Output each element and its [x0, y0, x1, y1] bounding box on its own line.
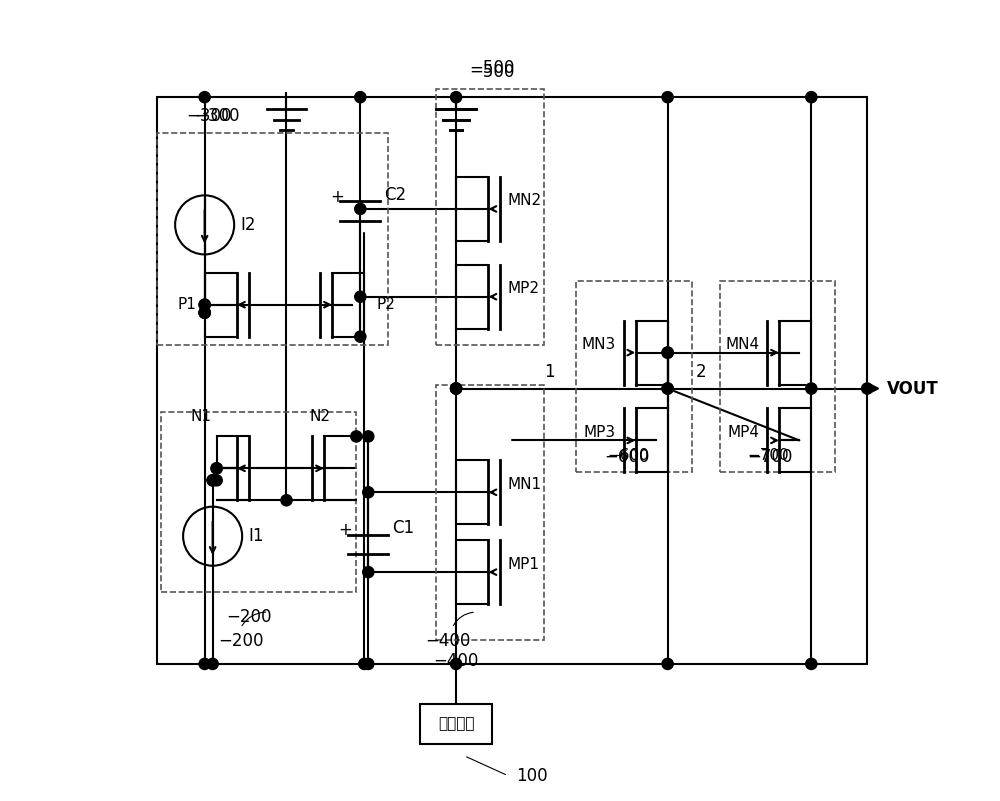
Text: −400: −400 [433, 652, 479, 670]
Text: −700: −700 [747, 449, 789, 464]
Text: I2: I2 [241, 216, 256, 234]
Circle shape [662, 658, 673, 670]
Circle shape [662, 347, 673, 358]
Circle shape [355, 203, 366, 215]
Text: 直流电源: 直流电源 [438, 716, 474, 731]
Text: −500: −500 [469, 59, 515, 77]
Text: C1: C1 [392, 519, 414, 537]
Text: 1: 1 [544, 363, 555, 380]
Text: N2: N2 [310, 409, 331, 425]
Text: C2: C2 [384, 186, 406, 204]
Circle shape [351, 431, 362, 442]
Text: VOUT: VOUT [887, 380, 939, 397]
Circle shape [211, 475, 222, 486]
Circle shape [662, 347, 673, 358]
Circle shape [355, 91, 366, 103]
Circle shape [207, 475, 218, 486]
Circle shape [281, 495, 292, 506]
Text: −700: −700 [747, 449, 793, 466]
Circle shape [806, 383, 817, 394]
Circle shape [363, 566, 374, 578]
Circle shape [363, 431, 374, 442]
Circle shape [199, 307, 210, 318]
Circle shape [451, 658, 462, 670]
Text: P1: P1 [178, 297, 197, 312]
Text: MN2: MN2 [508, 194, 542, 208]
Circle shape [211, 463, 222, 474]
Circle shape [211, 463, 222, 474]
Circle shape [862, 383, 873, 394]
Circle shape [207, 475, 218, 486]
Text: +: + [338, 521, 352, 539]
Circle shape [199, 658, 210, 670]
Text: N1: N1 [190, 409, 211, 425]
Circle shape [207, 658, 218, 670]
Text: −200: −200 [218, 632, 263, 650]
Circle shape [662, 383, 673, 394]
Circle shape [806, 658, 817, 670]
Circle shape [451, 91, 462, 103]
Text: −500: −500 [469, 63, 515, 81]
Text: 2: 2 [696, 363, 706, 380]
FancyBboxPatch shape [420, 704, 492, 744]
Text: MN3: MN3 [581, 337, 616, 352]
Circle shape [199, 299, 210, 310]
Circle shape [355, 291, 366, 302]
Text: −300: −300 [194, 107, 239, 125]
Circle shape [363, 658, 374, 670]
Circle shape [199, 307, 210, 318]
Text: 100: 100 [516, 767, 548, 785]
Circle shape [451, 383, 462, 394]
Text: I1: I1 [249, 527, 264, 545]
Text: +: + [330, 187, 344, 206]
Text: −200: −200 [226, 608, 271, 626]
Circle shape [662, 383, 673, 394]
Text: −600: −600 [608, 449, 650, 464]
Text: −600: −600 [604, 449, 649, 466]
Text: MP2: MP2 [508, 281, 540, 296]
Circle shape [451, 383, 462, 394]
Circle shape [363, 487, 374, 498]
Text: −300: −300 [186, 107, 231, 125]
Text: MP3: MP3 [584, 425, 616, 440]
Text: MN1: MN1 [508, 477, 542, 492]
Circle shape [662, 91, 673, 103]
Text: P2: P2 [376, 297, 395, 312]
Circle shape [355, 331, 366, 342]
Circle shape [359, 658, 370, 670]
Circle shape [451, 383, 462, 394]
Text: MN4: MN4 [725, 337, 759, 352]
Circle shape [199, 307, 210, 318]
Text: MP4: MP4 [727, 425, 759, 440]
Text: MP1: MP1 [508, 557, 540, 572]
Circle shape [199, 299, 210, 310]
Circle shape [199, 91, 210, 103]
Circle shape [806, 91, 817, 103]
Text: −400: −400 [425, 632, 471, 650]
